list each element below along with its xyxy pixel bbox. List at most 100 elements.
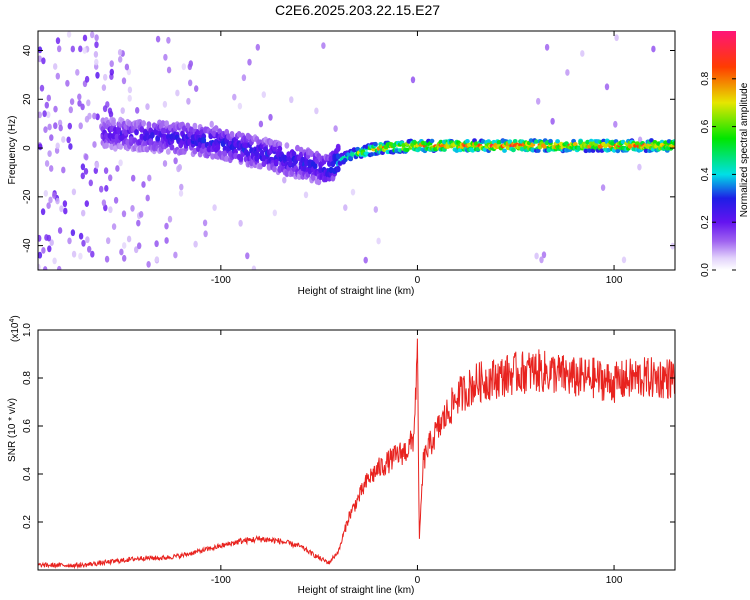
spectrogram-cell xyxy=(261,91,266,98)
spectrogram-cell xyxy=(68,143,73,150)
spectrogram-cell xyxy=(300,156,306,164)
spectrogram-cell xyxy=(95,113,100,121)
spectrogram-cell xyxy=(103,167,109,175)
spectrogram-cell xyxy=(47,150,52,158)
spectrogram-cell xyxy=(583,148,589,154)
spectrogram-cell xyxy=(173,157,178,165)
spectrogram-cell xyxy=(145,194,150,202)
spectrogram-cell xyxy=(162,100,168,108)
spectrogram-cell xyxy=(68,106,74,114)
spectrogram-cell xyxy=(57,265,62,270)
spectrogram-cell xyxy=(52,192,57,199)
spectrogram-cell xyxy=(323,175,329,183)
spectrogram-cell xyxy=(251,265,257,270)
spectrogram-y-tick-label: -40 xyxy=(22,238,33,253)
snr-multiplier: (x104) xyxy=(9,315,21,342)
spectrogram-cell xyxy=(254,155,260,162)
spectrogram-cell xyxy=(282,154,288,162)
snr-x-axis-label: Height of straight line (km) xyxy=(298,585,415,596)
spectrogram-cell xyxy=(201,137,207,144)
spectrogram-cell xyxy=(122,242,127,249)
spectrogram-x-tick-label: -100 xyxy=(211,275,231,286)
spectrogram-cell xyxy=(71,188,77,196)
spectrogram-cell xyxy=(578,139,583,144)
spectrogram-cell xyxy=(77,93,82,101)
spectrogram-cell xyxy=(43,190,48,197)
spectrogram-cell xyxy=(62,200,68,208)
spectrogram-y-tick-label: 40 xyxy=(22,45,33,57)
spectrogram-cell xyxy=(600,184,606,192)
spectrogram-cell xyxy=(84,153,89,161)
spectrogram-cell xyxy=(127,86,133,94)
spectrogram-cell xyxy=(572,142,578,147)
spectrogram-cell xyxy=(84,75,90,83)
spectrogram-cell xyxy=(232,93,237,101)
spectrogram-cell xyxy=(318,166,323,174)
spectrogram-cell xyxy=(94,41,99,49)
spectrogram-cell xyxy=(335,153,341,160)
spectrogram-cell xyxy=(672,141,675,146)
spectrogram-cell xyxy=(555,139,560,144)
spectrogram-cell xyxy=(104,142,109,149)
spectrogram-cell xyxy=(104,185,109,192)
spectrogram-cell xyxy=(659,139,665,145)
snr-y-tick-label: 0.4 xyxy=(22,467,33,481)
spectrogram-cell xyxy=(164,222,169,230)
spectrogram-cell xyxy=(38,263,41,270)
spectrogram-frame xyxy=(37,30,676,271)
spectrogram-cell xyxy=(186,97,191,105)
spectrogram-cell xyxy=(164,120,170,127)
spectrogram-cell xyxy=(404,147,410,152)
colorbar-tick-label: 0.6 xyxy=(700,119,711,133)
spectrogram-cell xyxy=(75,69,80,76)
spectrogram-cell xyxy=(38,143,43,151)
spectrogram-cell xyxy=(38,234,42,242)
colorbar-tick-label: 0.2 xyxy=(700,215,711,229)
spectrogram-cell xyxy=(247,58,252,66)
spectrogram-cell xyxy=(637,163,642,171)
spectrogram-cell xyxy=(268,113,273,121)
spectrogram-cell xyxy=(67,122,73,130)
spectrogram-cell xyxy=(192,122,198,130)
spectrogram-cell xyxy=(48,196,53,204)
spectrogram-cell xyxy=(39,84,45,92)
spectrogram-cell xyxy=(536,97,541,105)
spectrogram-cell xyxy=(118,56,123,63)
spectrogram-cell xyxy=(342,157,348,163)
spectrogram-cell xyxy=(194,85,199,92)
spectrogram-cell xyxy=(94,58,99,66)
spectrogram-cell xyxy=(108,206,113,214)
spectrogram-cell xyxy=(131,174,136,182)
snr-multiplier-text: (x104) xyxy=(9,315,21,342)
spectrogram-cell xyxy=(621,256,627,264)
spectrogram-cell xyxy=(57,45,62,53)
spectrogram-cell xyxy=(175,89,180,97)
spectrogram-cell xyxy=(85,236,90,244)
spectrogram-cell xyxy=(46,202,51,210)
spectrogram-cell xyxy=(238,219,243,227)
spectrogram-cell xyxy=(55,142,60,150)
spectrogram-cell xyxy=(120,107,125,114)
spectrogram-cell xyxy=(643,148,649,153)
spectrogram-cell xyxy=(94,34,99,42)
spectrogram-cell xyxy=(343,204,348,212)
spectrogram-cell xyxy=(373,141,378,147)
snr-plot-area xyxy=(38,330,675,570)
spectrogram-cell xyxy=(106,237,111,245)
spectrogram-cell xyxy=(328,155,334,162)
spectrogram-cell xyxy=(136,219,141,227)
spectrogram-cell xyxy=(511,147,516,153)
spectrogram-cell xyxy=(330,160,336,168)
spectrogram-cell xyxy=(165,148,171,155)
spectrogram-cell xyxy=(229,131,235,138)
spectrogram-cell xyxy=(328,166,334,174)
spectrogram-cell xyxy=(80,163,86,171)
spectrogram-cell xyxy=(188,79,193,87)
spectrogram-cell xyxy=(363,256,368,264)
spectrogram-cell xyxy=(112,145,118,152)
spectrogram-cell xyxy=(88,179,94,187)
spectrogram-cell xyxy=(429,138,435,144)
spectrogram-cell xyxy=(203,230,208,238)
spectrogram-cell xyxy=(87,112,92,120)
spectrogram-cell xyxy=(282,176,287,184)
